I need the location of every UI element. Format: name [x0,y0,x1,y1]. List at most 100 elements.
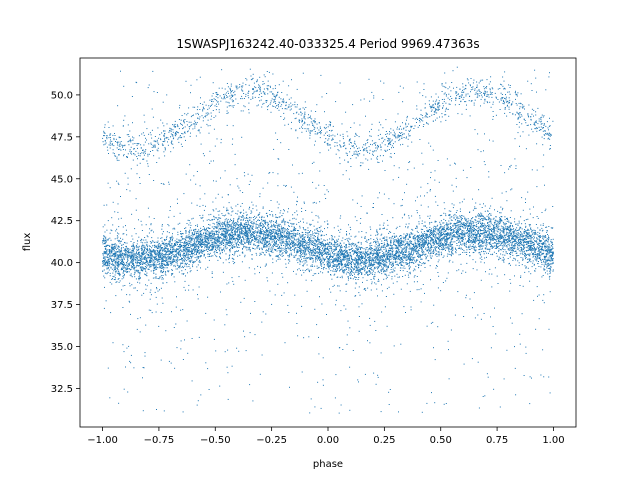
data-point [469,222,470,224]
data-point [230,224,232,226]
data-point [259,252,261,254]
data-point [123,264,125,266]
data-point [232,236,234,238]
data-point [304,236,306,238]
data-point [104,241,106,243]
data-point [534,231,536,233]
data-point [473,251,475,253]
data-point [498,222,500,224]
data-point [209,247,210,249]
data-point [272,228,274,230]
data-point [508,243,510,245]
data-point [526,258,528,260]
data-point [457,224,459,226]
data-point [496,241,498,243]
data-point [206,248,207,250]
data-point [453,227,455,229]
data-point [461,241,463,242]
data-point [448,214,449,216]
data-point [540,266,542,268]
data-point [247,217,249,219]
data-point [350,269,352,270]
data-point [262,223,264,225]
data-point [377,257,378,259]
data-point [184,247,186,249]
data-point [169,259,171,260]
data-point [265,264,267,266]
data-point [375,249,377,251]
data-point [358,250,360,252]
data-point [249,229,251,231]
data-point [281,245,282,247]
data-point [338,229,340,231]
data-point [259,212,261,214]
data-point [308,237,310,239]
data-point [238,244,240,246]
data-point [266,221,268,223]
data-point [166,261,168,263]
data-point [443,212,445,214]
data-point [253,231,255,233]
data-point [476,237,478,239]
data-point [446,242,448,244]
data-point [439,221,441,223]
data-point [320,260,322,262]
data-point [207,248,209,250]
data-point [394,236,396,238]
data-point [163,248,165,250]
data-point [300,269,301,271]
data-point [496,230,498,232]
data-point [288,256,290,258]
data-point [326,246,328,248]
data-point [328,243,330,245]
data-point [156,246,158,248]
data-point [288,237,290,239]
data-point [280,230,282,232]
data-point [177,249,179,251]
data-point [203,240,205,242]
data-point [326,262,328,264]
data-point [531,240,533,242]
data-point [481,251,483,253]
data-point [123,266,125,268]
data-point [166,235,168,237]
data-point [437,224,439,226]
data-point [490,215,492,216]
data-point [358,273,360,275]
data-point [293,235,295,237]
data-point [515,228,517,230]
data-point [196,238,198,240]
data-point [524,255,526,257]
data-point [435,235,437,237]
data-point [268,250,270,252]
data-point [397,242,399,244]
data-point [544,247,546,249]
data-point [536,237,538,239]
data-point [149,248,150,250]
data-point [237,233,239,235]
data-point [332,238,334,240]
data-point [397,255,399,257]
data-point [415,249,417,251]
data-point [332,286,334,287]
data-point [301,235,303,237]
data-point [443,236,445,238]
data-point [167,258,169,260]
data-point [231,208,233,210]
data-point [162,278,164,280]
data-point [479,228,481,230]
data-point [305,244,307,246]
data-point [527,253,529,255]
data-point [104,258,106,260]
data-point [548,276,550,278]
data-point [148,257,150,259]
data-point [359,247,361,249]
data-point [110,250,112,252]
data-point [444,243,446,245]
data-point [228,282,230,284]
data-point [202,204,204,206]
data-point [454,223,456,225]
data-point [287,228,288,229]
data-point [281,221,283,223]
data-point [516,248,518,250]
